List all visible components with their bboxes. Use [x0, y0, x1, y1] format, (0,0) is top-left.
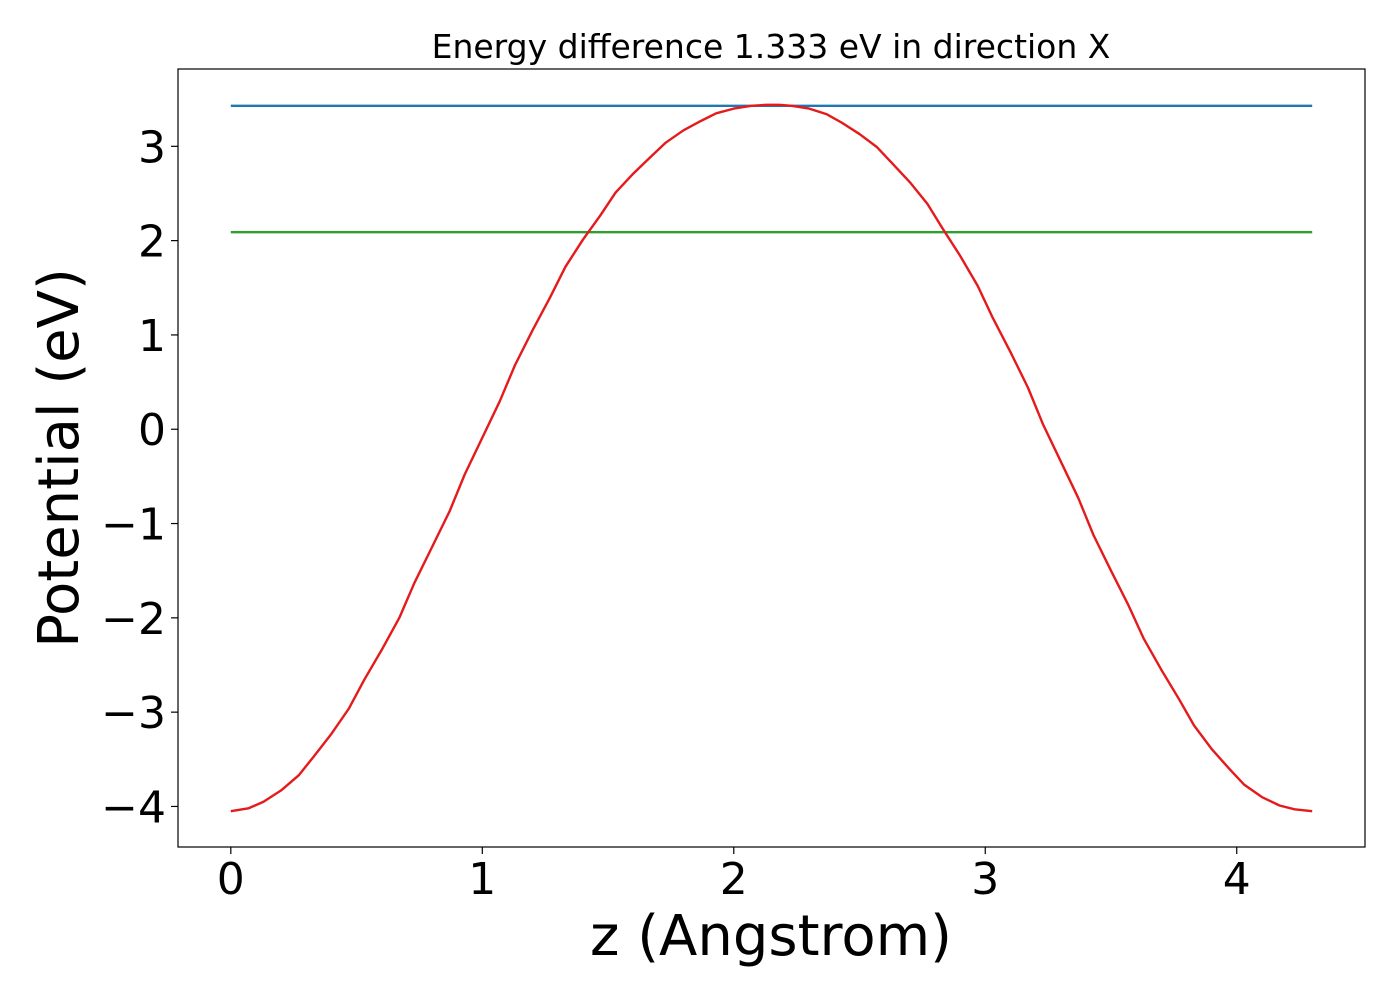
y-axis-label: Potential (eV)	[27, 268, 92, 648]
y-tick-label: 3	[138, 122, 166, 173]
x-tick-label: 4	[1223, 854, 1251, 905]
chart-title: Energy difference 1.333 eV in direction …	[432, 27, 1111, 66]
y-tick-label: 1	[138, 311, 166, 362]
plot-frame	[177, 68, 1366, 848]
y-tick-label: 0	[138, 405, 166, 456]
y-tick-label: −4	[101, 782, 166, 833]
y-axis-ticks: −4 −3 −2 −1 0 1 2 3	[101, 122, 178, 833]
x-tick-label: 3	[971, 854, 999, 905]
y-tick-label: −1	[101, 500, 166, 551]
y-tick-label: −2	[101, 594, 166, 645]
x-axis-ticks: 0 1 2 3 4	[217, 847, 1251, 905]
x-axis-label: z (Angstrom)	[590, 904, 952, 969]
y-tick-label: −3	[101, 688, 166, 739]
x-tick-label: 1	[468, 854, 496, 905]
y-tick-label: 2	[138, 217, 166, 268]
x-tick-label: 2	[720, 854, 748, 905]
x-tick-label: 0	[217, 854, 245, 905]
series-layer	[230, 103, 1313, 813]
series-line-2	[230, 103, 1313, 813]
